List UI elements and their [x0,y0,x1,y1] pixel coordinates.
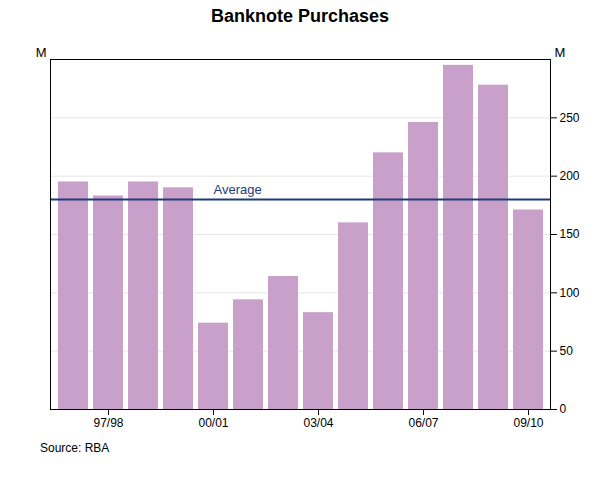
svg-text:97/98: 97/98 [93,416,123,430]
svg-text:09/10: 09/10 [513,416,543,430]
svg-text:00/01: 00/01 [198,416,228,430]
svg-text:250: 250 [560,111,580,125]
svg-text:0: 0 [560,402,567,416]
html-text:Source: RBA: Source: RBA [40,441,110,455]
svg-text:100: 100 [560,286,580,300]
svg-text:Average: Average [214,182,262,197]
svg-text:06/07: 06/07 [408,416,438,430]
svg-text:150: 150 [560,227,580,241]
svg-text:50: 50 [560,344,574,358]
svg-text:200: 200 [560,169,580,183]
svg-text:M: M [36,45,47,60]
html-text:Banknote Purchases: Banknote Purchases [211,6,389,26]
svg-text:03/04: 03/04 [303,416,333,430]
svg-text:M: M [555,45,566,60]
